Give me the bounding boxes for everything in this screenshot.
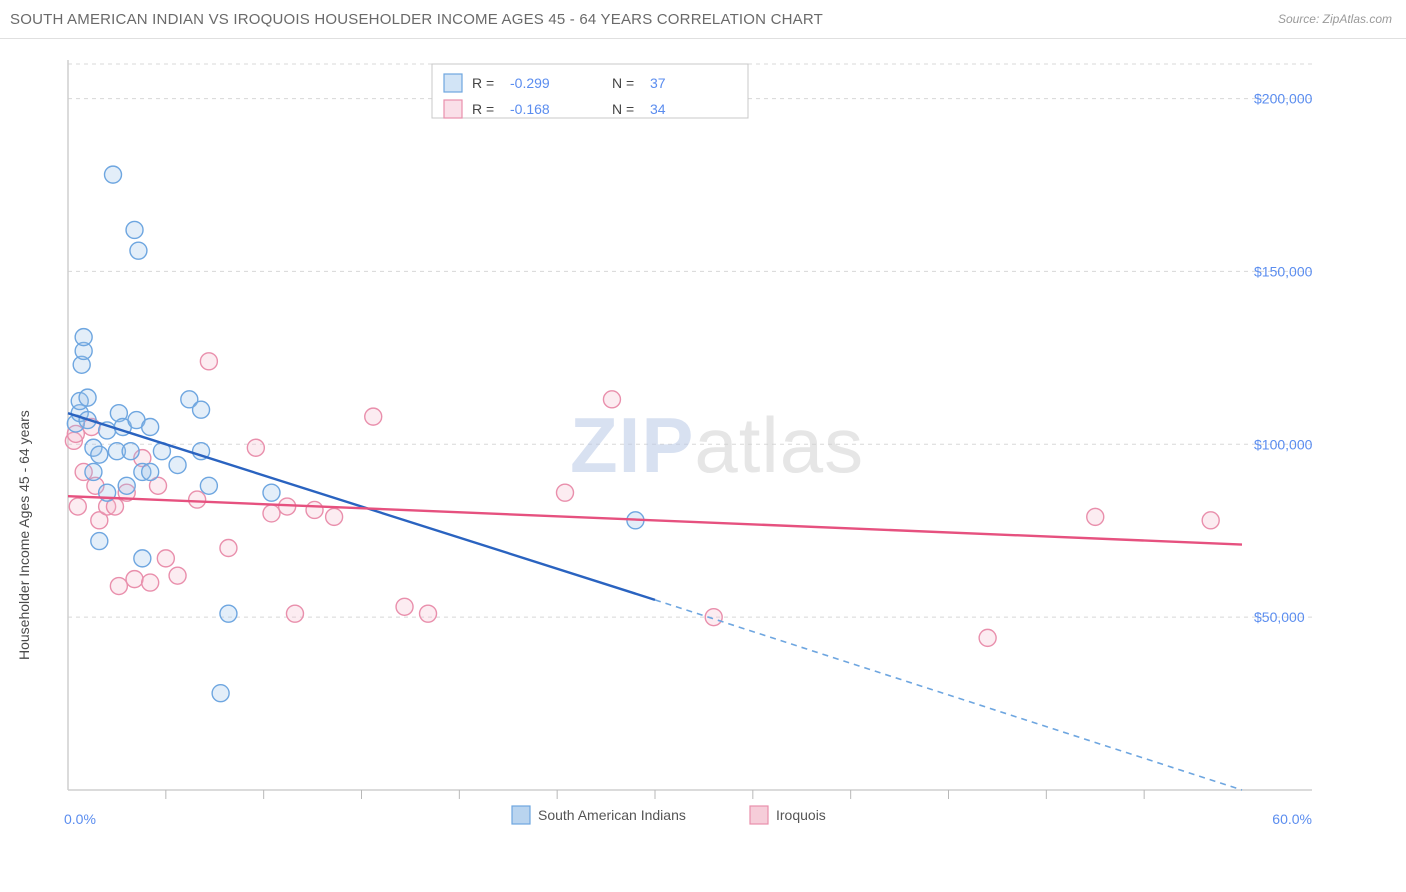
svg-text:South American Indians: South American Indians: [538, 807, 686, 823]
svg-text:R =: R =: [472, 75, 494, 91]
svg-text:37: 37: [650, 75, 666, 91]
svg-text:$200,000: $200,000: [1254, 91, 1313, 107]
svg-text:60.0%: 60.0%: [1272, 811, 1312, 827]
correlation-scatter-chart: $50,000 $100,000 $150,000 $200,000 0.0% 60.0%…: [62, 50, 1332, 830]
svg-text:N =: N =: [612, 75, 634, 91]
svg-text:$50,000: $50,000: [1254, 609, 1305, 625]
svg-text:$150,000: $150,000: [1254, 263, 1313, 279]
svg-text:R =: R =: [472, 101, 494, 117]
svg-text:34: 34: [650, 101, 666, 117]
svg-text:Iroquois: Iroquois: [776, 807, 826, 823]
svg-text:-0.299: -0.299: [510, 75, 550, 91]
svg-text:-0.168: -0.168: [510, 101, 550, 117]
y-axis-label: Householder Income Ages 45 - 64 years: [16, 410, 32, 660]
chart-title: SOUTH AMERICAN INDIAN VS IROQUOIS HOUSEH…: [10, 11, 823, 28]
title-bar: SOUTH AMERICAN INDIAN VS IROQUOIS HOUSEH…: [0, 0, 1406, 39]
svg-text:0.0%: 0.0%: [64, 811, 96, 827]
svg-text:$100,000: $100,000: [1254, 436, 1313, 452]
plot-svg: $50,000 $100,000 $150,000 $200,000 0.0% 60.0%…: [62, 50, 1332, 850]
source-attribution: Source: ZipAtlas.com: [1278, 12, 1392, 26]
svg-text:N =: N =: [612, 101, 634, 117]
